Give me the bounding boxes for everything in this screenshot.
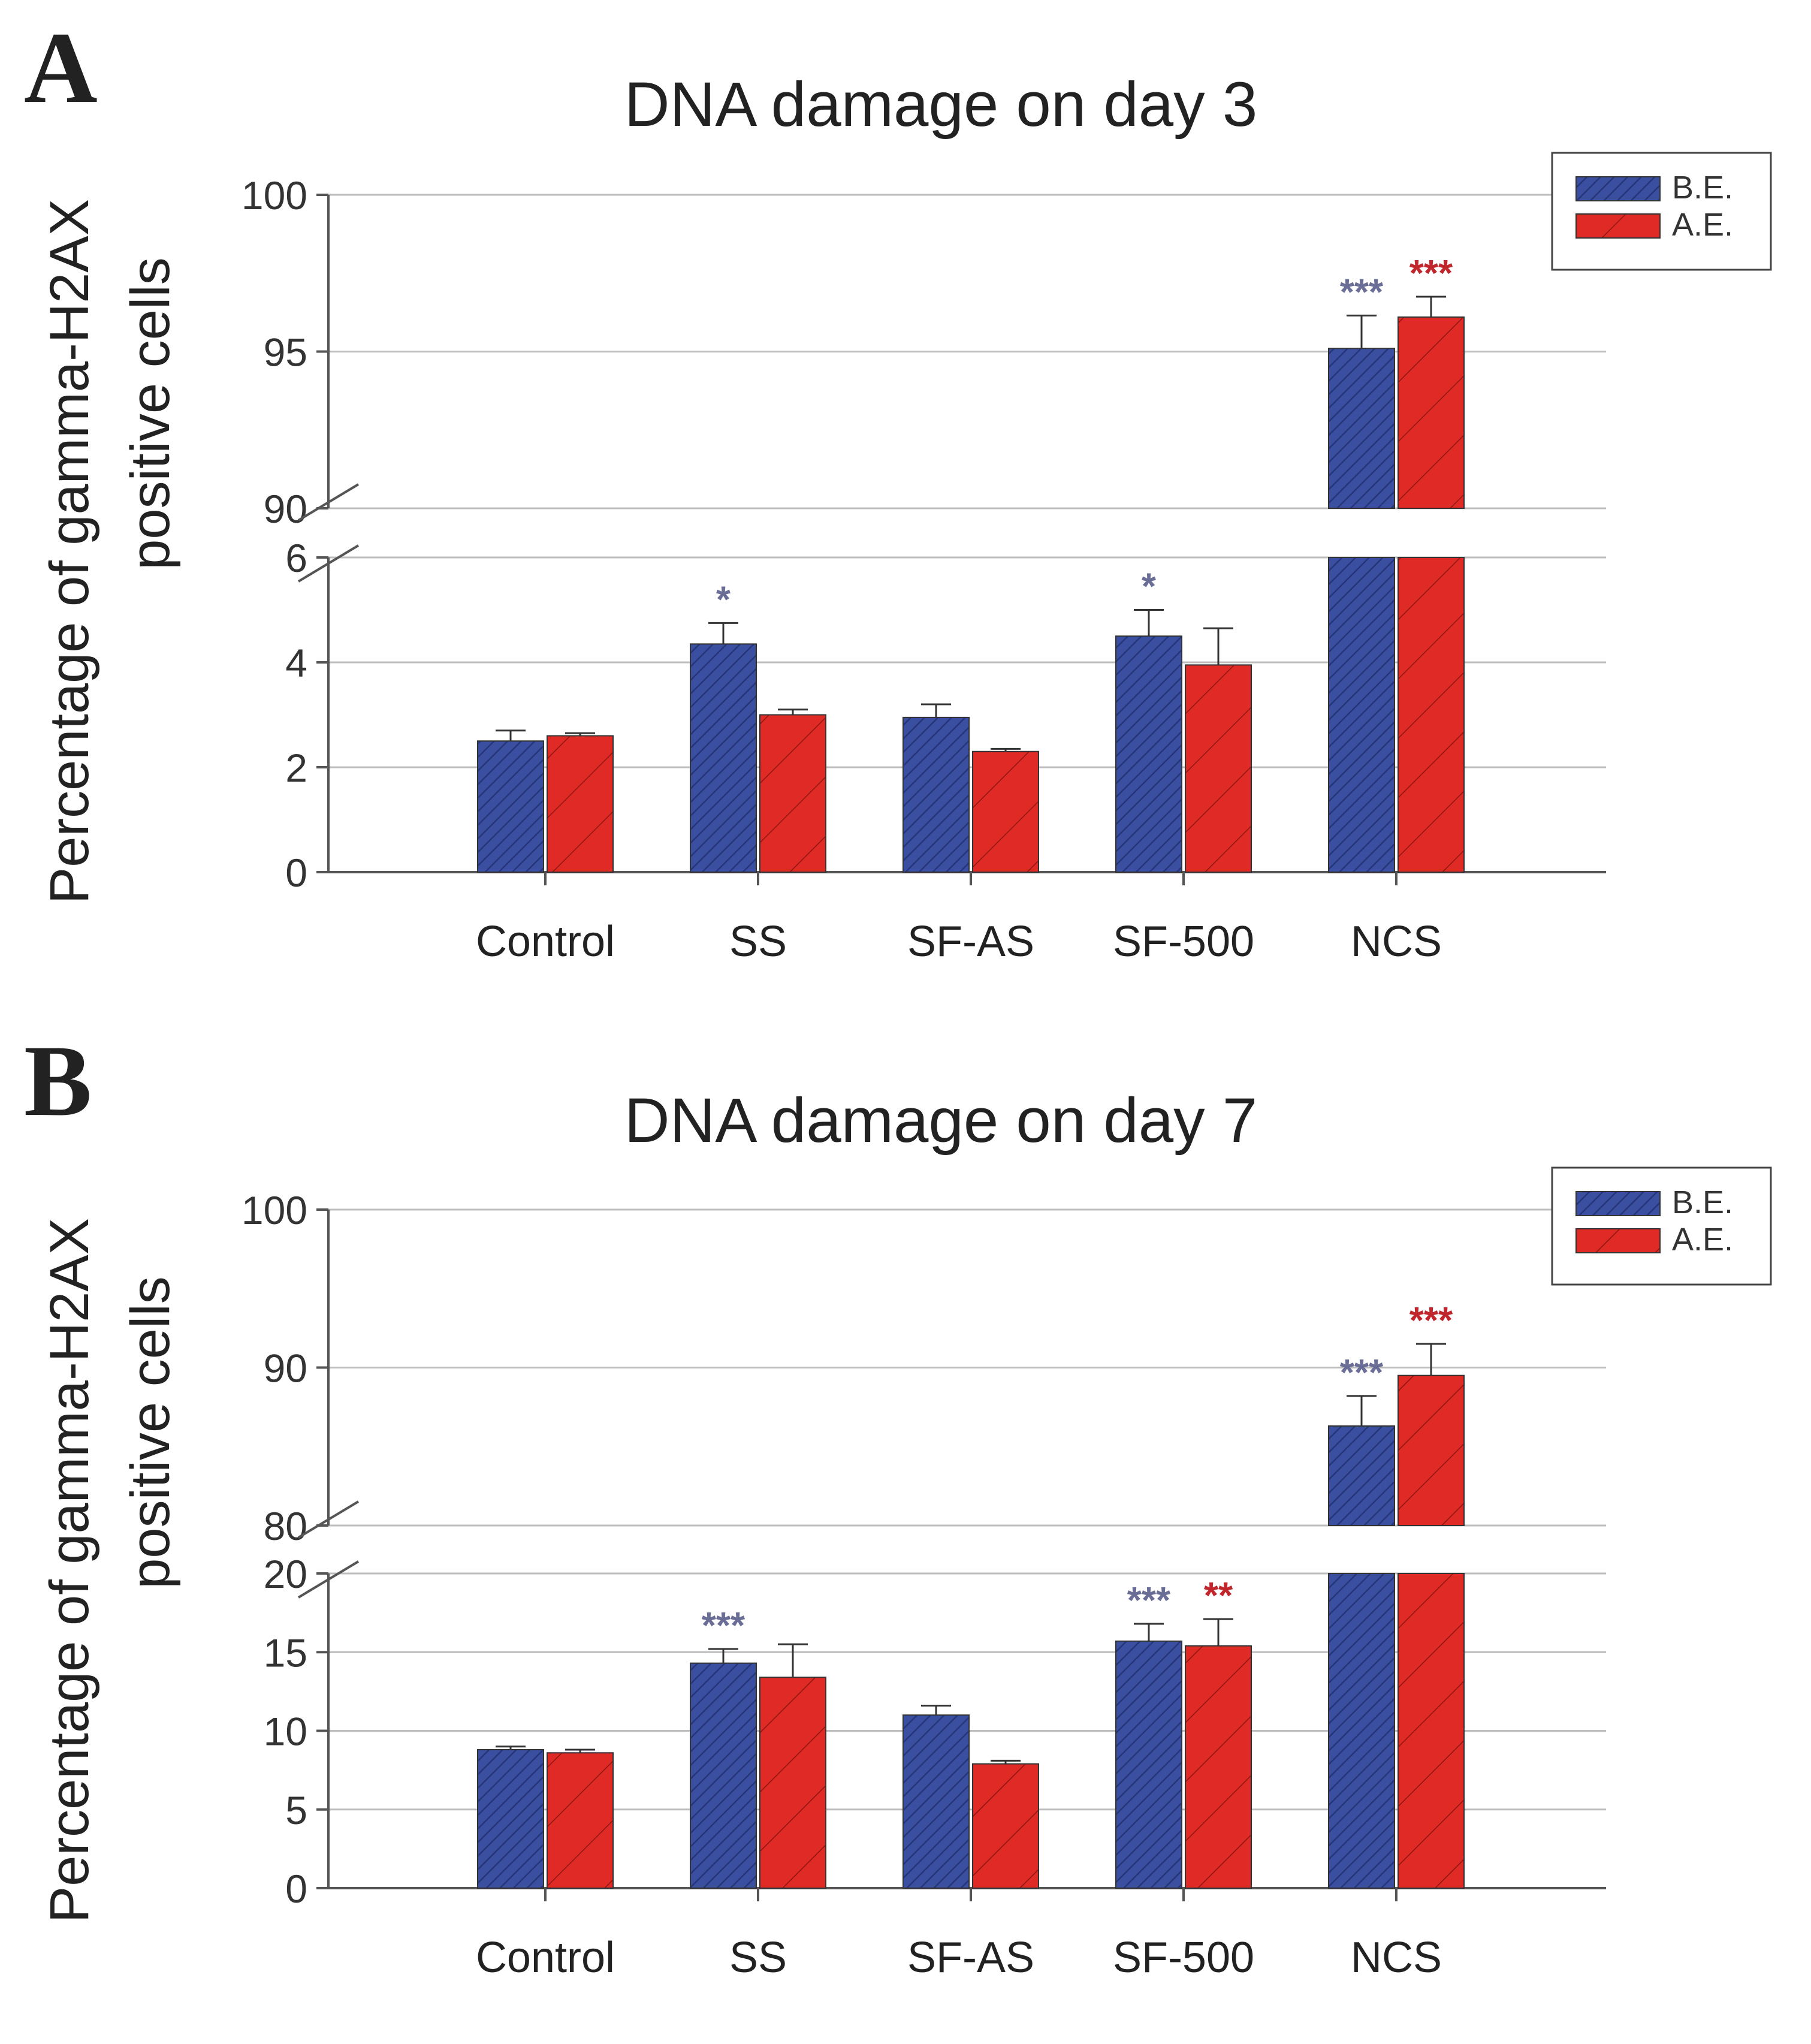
bar-B.E.-SF-AS [903,1714,970,1889]
panel-letter: B [24,1024,92,1137]
bar-A.E.-SF-AS [972,750,1039,873]
y-axis-label: Percentage of gamma-H2AX [39,1218,100,1923]
y-tick-label: 15 [264,1630,307,1675]
x-tick-label: Control [476,1934,615,1982]
legend-swatch-B.E. [1575,176,1661,201]
y-tick-label: 90 [264,1346,307,1391]
x-tick-label: NCS [1351,918,1442,966]
bar-A.E.-NCS [1398,316,1465,509]
x-tick-label: SF-500 [1113,918,1254,966]
x-tick-label: Control [476,918,615,966]
significance-marker: ** [1204,1575,1233,1617]
bar-A.E.-Control [547,735,614,873]
axis-break-mark [297,1500,360,1539]
y-tick-label: 4 [285,641,307,685]
chart-title: DNA damage on day 3 [624,70,1258,140]
legend-swatch-B.E. [1575,1191,1661,1216]
y-tick-label: 100 [242,1188,307,1232]
legend-box [1551,152,1772,271]
y-axis-label-line2: positive cells [120,1276,181,1589]
legend-label-B.E.: B.E. [1672,1184,1733,1220]
bar-B.E.-SF-500 [1115,1640,1182,1889]
bar-B.E.-SS [690,643,757,873]
significance-marker: * [1142,566,1157,608]
bar-B.E.-SF-500 [1115,635,1182,873]
chart-title: DNA damage on day 7 [624,1086,1258,1156]
bar-B.E.-SF-AS [903,716,970,873]
significance-marker: *** [1340,272,1384,313]
significance-marker: *** [1409,253,1453,294]
bar-B.E.-Control [477,740,544,873]
legend-swatch-A.E. [1575,213,1661,239]
panel-letter: A [24,11,98,124]
y-tick-label: 95 [264,330,307,375]
significance-marker: * [716,579,731,620]
bar-A.E.-SF-500 [1185,664,1252,873]
x-tick-label: SF-AS [907,1934,1034,1982]
axis-break-mark [297,544,360,583]
legend-label-A.E.: A.E. [1672,1222,1733,1258]
bar-B.E.-Control [477,1749,544,1889]
bar-A.E.-SF-500 [1185,1645,1252,1889]
significance-marker: *** [1127,1580,1171,1621]
y-tick-label: 80 [264,1504,307,1548]
x-tick-label: SF-500 [1113,1934,1254,1982]
x-tick-label: NCS [1351,1934,1442,1982]
bar-B.E.-NCS [1328,1425,1395,1527]
legend-label-B.E.: B.E. [1672,170,1733,206]
y-axis-label-line2: positive cells [120,257,181,570]
y-tick-label: 2 [285,746,307,790]
bar-A.E.-Control [547,1752,614,1889]
bar-A.E.-NCS-lower [1398,557,1465,873]
y-tick-label: 0 [285,851,307,895]
bar-A.E.-SS [759,1677,826,1889]
significance-marker: *** [702,1605,745,1647]
bar-A.E.-NCS-lower [1398,1573,1465,1889]
bar-A.E.-SS [759,714,826,873]
y-tick-label: 90 [264,487,307,531]
panel-a: A DNA damage on day 3 Percentage of gamma-… [24,11,1772,966]
legend-swatch-A.E. [1575,1228,1661,1253]
significance-marker: *** [1340,1352,1384,1394]
bar-B.E.-NCS-lower [1328,1573,1395,1889]
bar-B.E.-NCS [1328,348,1395,510]
x-tick-label: SS [729,1934,787,1982]
panel-b: B DNA damage on day 7 Percentage of gamma-… [24,1024,1772,1982]
y-axis-label: Percentage of gamma-H2AX [39,199,100,904]
x-tick-label: SF-AS [907,918,1034,966]
x-tick-label: SS [729,918,787,966]
y-tick-label: 5 [285,1788,307,1832]
y-tick-label: 0 [285,1867,307,1911]
axis-break-mark [297,1560,360,1599]
y-tick-label: 100 [242,173,307,218]
bar-B.E.-NCS-lower [1328,557,1395,873]
y-tick-label: 20 [264,1552,307,1596]
bar-B.E.-SS [690,1662,757,1889]
bar-A.E.-SF-AS [972,1763,1039,1889]
bar-A.E.-NCS [1398,1374,1465,1527]
significance-marker: *** [1409,1300,1453,1341]
axis-break-mark [297,483,360,521]
legend-label-A.E.: A.E. [1672,207,1733,243]
legend-box [1551,1166,1772,1286]
y-tick-label: 10 [264,1710,307,1754]
y-tick-label: 6 [285,536,307,580]
